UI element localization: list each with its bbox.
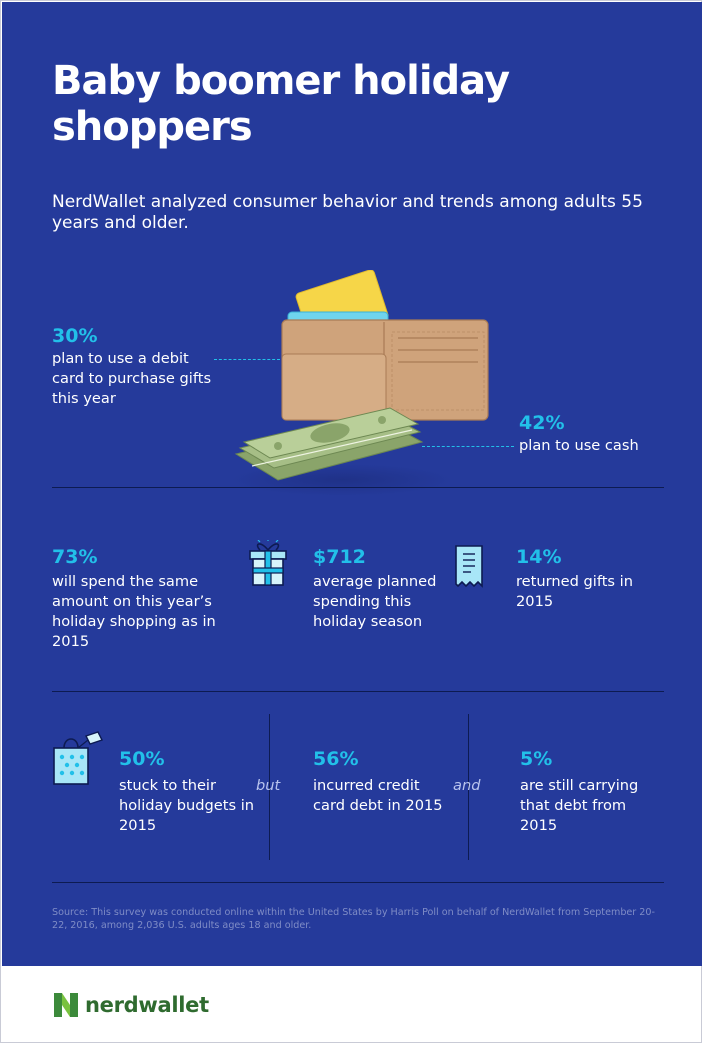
brand-name: nerdwallet bbox=[85, 993, 209, 1017]
average-spending-amount: $712 bbox=[313, 546, 366, 568]
carrying-debt-description: are still carrying that debt from 2015 bbox=[520, 777, 639, 834]
same-spending-percent: 73% bbox=[52, 546, 98, 568]
receipt-icon bbox=[455, 545, 483, 588]
divider-bottom bbox=[52, 882, 664, 883]
cash-description: plan to use cash bbox=[519, 437, 639, 454]
budget-percent: 50% bbox=[119, 748, 165, 770]
cash-connector bbox=[422, 446, 514, 447]
conjunction-but: but bbox=[256, 777, 281, 794]
source-note: Source: This survey was conducted online… bbox=[52, 907, 655, 931]
conjunction-and: and bbox=[453, 777, 481, 794]
credit-debt-percent: 56% bbox=[313, 748, 359, 770]
divider-vertical-2 bbox=[468, 714, 469, 860]
same-spending-description: will spend the same amount on this year’… bbox=[52, 573, 216, 650]
cash-percent: 42% bbox=[519, 412, 565, 434]
divider-vertical-1 bbox=[269, 714, 270, 860]
divider-top bbox=[52, 487, 664, 488]
credit-debt-description: incurred credit card debt in 2015 bbox=[313, 777, 443, 814]
debit-percent: 30% bbox=[52, 325, 98, 347]
carrying-debt-percent: 5% bbox=[520, 748, 553, 770]
wallet-and-cash-illustration bbox=[232, 270, 489, 495]
average-spending-description: average planned spending this holiday se… bbox=[313, 573, 437, 630]
infographic-panel: Baby boomer holiday shoppers NerdWallet … bbox=[2, 2, 702, 966]
debit-description: plan to use a debit card to purchase gif… bbox=[52, 350, 212, 407]
shopping-bag-icon bbox=[53, 731, 103, 785]
page-title: Baby boomer holiday shoppers bbox=[52, 58, 510, 150]
wallet-icon bbox=[281, 270, 489, 421]
debit-connector bbox=[214, 359, 280, 360]
nerdwallet-n-logo-icon bbox=[54, 993, 78, 1017]
budget-description: stuck to their holiday budgets in 2015 bbox=[119, 777, 255, 834]
cash-icon bbox=[234, 407, 424, 481]
returned-gifts-percent: 14% bbox=[516, 546, 562, 568]
page-subtitle: NerdWallet analyzed consumer behavior an… bbox=[52, 192, 643, 233]
divider-middle bbox=[52, 691, 664, 692]
gift-box-icon bbox=[249, 540, 287, 586]
returned-gifts-description: returned gifts in 2015 bbox=[516, 573, 633, 610]
